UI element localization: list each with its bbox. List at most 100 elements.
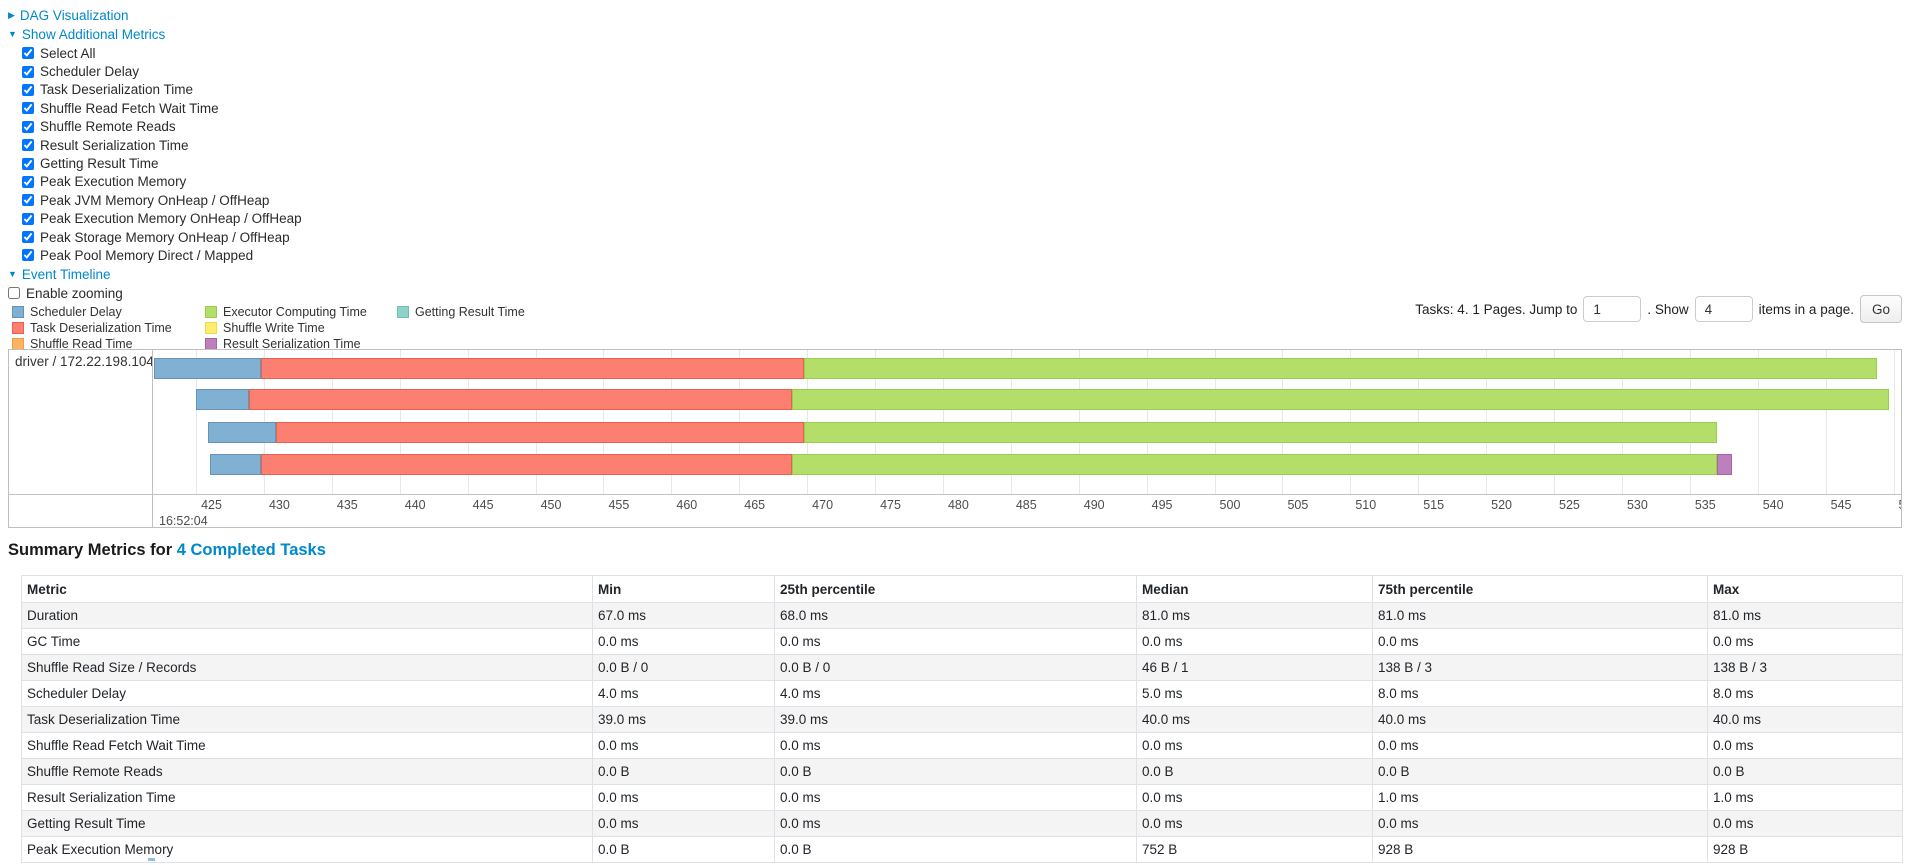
chevron-down-icon: ▼ bbox=[8, 268, 17, 279]
table-cell: 0.0 ms bbox=[1136, 810, 1373, 837]
timeline-tick-label: 545 bbox=[1830, 498, 1852, 512]
chevron-down-icon: ▼ bbox=[8, 29, 17, 39]
timeline-tick-label: 510 bbox=[1355, 498, 1377, 512]
table-cell: 81.0 ms bbox=[1707, 602, 1903, 629]
legend-item-deserialization: Task Deserialization Time bbox=[12, 320, 205, 336]
getting_result-swatch-icon bbox=[397, 306, 409, 318]
legend-item-result_serialization: Result Serialization Time bbox=[205, 336, 397, 352]
metric-checkbox-item: Peak Pool Memory Direct / Mapped bbox=[22, 246, 302, 264]
table-cell: Duration bbox=[21, 602, 593, 629]
table-cell: 0.0 ms bbox=[1707, 810, 1903, 837]
task-bar-1[interactable] bbox=[154, 389, 1901, 410]
timeline-tick-label: 550 bbox=[1899, 498, 1901, 512]
task-bar-0[interactable] bbox=[154, 358, 1901, 379]
metric-checkbox-label: Peak Storage Memory OnHeap / OffHeap bbox=[40, 229, 290, 245]
task-bar-3[interactable] bbox=[154, 454, 1901, 475]
timeline-tick-label: 450 bbox=[540, 498, 562, 512]
timeline-axis-labels: 425 430 435 440 445 450 455 460 465 470 475 480 485 4… bbox=[154, 498, 1901, 514]
legend-label: Getting Result Time bbox=[415, 305, 525, 319]
go-button[interactable]: Go bbox=[1859, 295, 1902, 323]
timeline-tick-label: 520 bbox=[1491, 498, 1512, 512]
jump-to-page-input[interactable] bbox=[1583, 296, 1642, 322]
table-row: Shuffle Read Size / Records 0.0 B / 0 0.0 … bbox=[21, 654, 1903, 681]
dag-visualization-label: DAG Visualization bbox=[19, 8, 129, 23]
metric-checkbox-11[interactable] bbox=[22, 249, 34, 262]
metric-checkbox-item: Result Serialization Time bbox=[22, 136, 302, 154]
timeline-tick-label: 525 bbox=[1559, 498, 1580, 512]
completed-tasks-link[interactable]: 4 Completed Tasks bbox=[176, 541, 326, 559]
table-row: Duration 67.0 ms 68.0 ms 81.0 ms 81.0 ms 81.0… bbox=[21, 602, 1903, 629]
timeline-tick-label: 530 bbox=[1626, 498, 1648, 512]
table-cell: 0.0 ms bbox=[774, 732, 1137, 759]
table-header-row: Metric Min 25th percentile Median 75th perce… bbox=[21, 575, 1903, 603]
metric-checkbox-8[interactable] bbox=[22, 194, 34, 207]
metric-checkbox-1[interactable] bbox=[22, 65, 34, 78]
table-cell: 40.0 ms bbox=[1136, 706, 1373, 733]
dag-visualization-toggle[interactable]: ▶ DAG Visualization bbox=[8, 6, 302, 25]
metric-checkbox-3[interactable] bbox=[22, 102, 34, 115]
table-cell: 0.0 ms bbox=[1136, 784, 1373, 811]
metric-checkbox-4[interactable] bbox=[22, 120, 34, 133]
metric-checkbox-item: Select All bbox=[22, 44, 302, 62]
timeline-tick-label: 445 bbox=[472, 498, 494, 512]
scheduler_delay-swatch-icon bbox=[12, 306, 24, 318]
table-cell: 0.0 ms bbox=[1372, 628, 1708, 655]
show-additional-metrics-toggle[interactable]: ▼ Show Additional Metrics bbox=[8, 25, 302, 44]
legend-item-getting_result: Getting Result Time bbox=[397, 304, 525, 320]
timeline-tick-label: 505 bbox=[1287, 498, 1309, 512]
event-timeline-chart: driver / 172.22.198.104 425 430 435 440 445 4… bbox=[8, 349, 1902, 528]
table-row: Result Serialization Time 0.0 ms 0.0 ms 0.0… bbox=[21, 784, 1903, 811]
pagination-mid: . Show bbox=[1647, 301, 1689, 317]
table-cell: 46 B / 1 bbox=[1136, 654, 1373, 681]
show-additional-metrics-label: Show Additional Metrics bbox=[21, 27, 166, 42]
table-cell: 0.0 ms bbox=[774, 810, 1137, 837]
table-cell: 0.0 ms bbox=[1372, 732, 1708, 759]
table-cell: 8.0 ms bbox=[1372, 680, 1708, 707]
timeline-tick-label: 485 bbox=[1015, 498, 1037, 512]
metric-checkbox-6[interactable] bbox=[22, 157, 34, 170]
computing-swatch-icon bbox=[205, 306, 217, 318]
table-cell: 0.0 ms bbox=[1707, 628, 1903, 655]
metric-checkbox-label: Result Serialization Time bbox=[40, 137, 189, 153]
table-cell: Task Deserialization Time bbox=[21, 706, 593, 733]
timeline-tick-label: 425 bbox=[201, 498, 222, 512]
pagination-suffix: items in a page. bbox=[1758, 301, 1854, 317]
table-cell: 0.0 ms bbox=[774, 628, 1137, 655]
enable-zooming-label: Enable zooming bbox=[26, 285, 123, 301]
table-row: Shuffle Remote Reads 0.0 B 0.0 B 0.0 B 0.0 B… bbox=[21, 758, 1903, 785]
metric-checkbox-2[interactable] bbox=[22, 83, 34, 96]
timeline-tick-label: 465 bbox=[744, 498, 766, 512]
table-cell: 752 B bbox=[1136, 836, 1373, 863]
table-column-header: Max bbox=[1707, 575, 1903, 603]
items-per-page-input[interactable] bbox=[1694, 296, 1753, 322]
task-segment-scheduler_delay bbox=[208, 422, 277, 443]
metric-checkbox-label: Shuffle Remote Reads bbox=[40, 119, 176, 135]
metric-checkbox-5[interactable] bbox=[22, 139, 34, 152]
metric-checkbox-7[interactable] bbox=[22, 175, 34, 188]
next-section-cutoff bbox=[148, 858, 155, 861]
timeline-gridline bbox=[1825, 350, 1827, 494]
timeline-tick-label: 455 bbox=[608, 498, 630, 512]
table-row: GC Time 0.0 ms 0.0 ms 0.0 ms 0.0 ms 0.0 ms bbox=[21, 628, 1903, 655]
executor-group-label: driver / 172.22.198.104 bbox=[15, 354, 152, 369]
metric-checkbox-0[interactable] bbox=[22, 47, 34, 60]
timeline-tick-label: 435 bbox=[336, 498, 358, 512]
timeline-axis-line bbox=[9, 494, 1901, 495]
task-bar-2[interactable] bbox=[154, 422, 1901, 443]
table-cell: 0.0 B bbox=[592, 836, 775, 863]
timeline-tick-label: 535 bbox=[1694, 498, 1716, 512]
event-timeline-toggle[interactable]: ▼ Event Timeline bbox=[8, 265, 302, 284]
summary-metrics-table: Metric Min 25th percentile Median 75th perce… bbox=[21, 575, 1903, 863]
legend-item-computing: Executor Computing Time bbox=[205, 304, 397, 320]
table-cell: 928 B bbox=[1372, 836, 1708, 863]
timeline-gridline bbox=[1893, 350, 1895, 494]
legend-item-shuffle_read: Shuffle Read Time bbox=[12, 336, 205, 352]
metric-checkbox-9[interactable] bbox=[22, 212, 34, 225]
metric-checkbox-item: Task Deserialization Time bbox=[22, 81, 302, 99]
table-cell: 0.0 B bbox=[774, 836, 1137, 863]
table-cell: 1.0 ms bbox=[1707, 784, 1903, 811]
enable-zooming-checkbox[interactable] bbox=[8, 287, 20, 300]
metric-checkbox-10[interactable] bbox=[22, 231, 34, 244]
table-cell: 0.0 ms bbox=[1136, 732, 1373, 759]
